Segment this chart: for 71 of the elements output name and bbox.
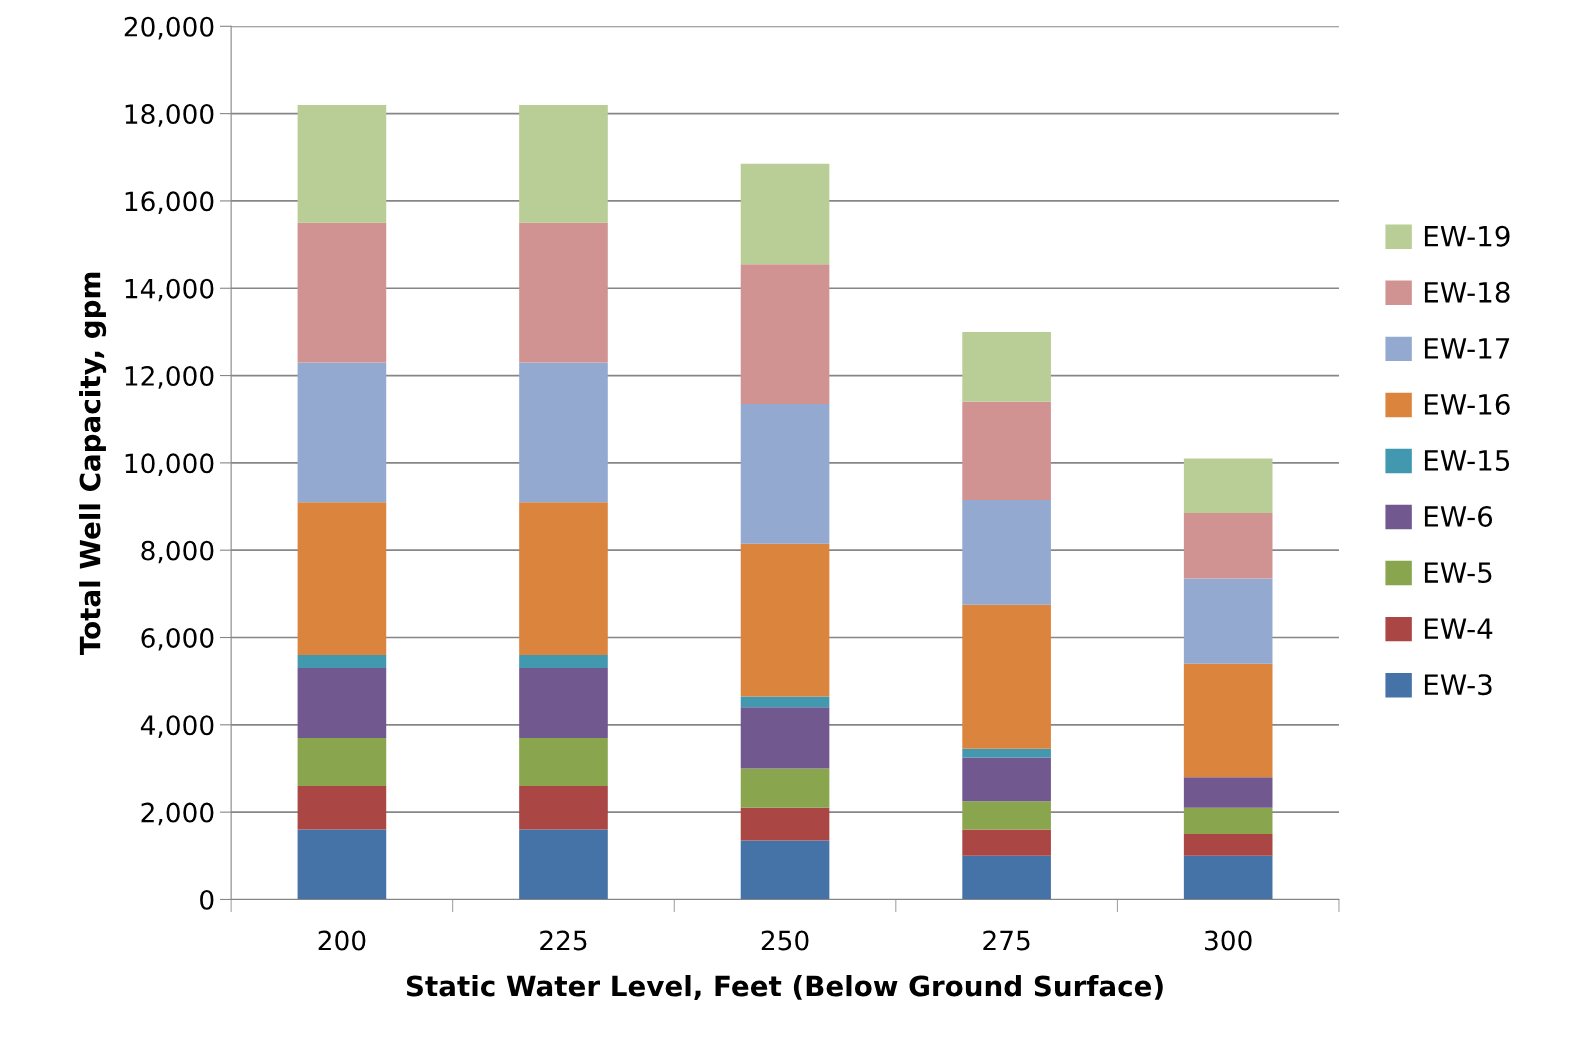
bar <box>962 855 1051 900</box>
bar <box>962 499 1051 605</box>
bar <box>297 668 387 738</box>
x-tick-label: 225 <box>540 930 587 951</box>
bar <box>297 785 387 830</box>
x-axis-title: Static Water Level, Feet (Below Ground Surface) <box>406 975 1163 1001</box>
bar <box>740 403 830 544</box>
bar <box>1183 777 1273 808</box>
y-tick-label: 10,000 <box>125 453 214 476</box>
bar <box>1183 807 1273 834</box>
bar <box>1183 855 1273 900</box>
legend-label: EW-17 <box>1424 338 1510 359</box>
y-tick-label: 18,000 <box>125 104 214 127</box>
bar <box>519 654 608 669</box>
bar <box>297 362 387 503</box>
bar <box>297 104 387 223</box>
x-tick-label: 200 <box>318 930 366 951</box>
bar <box>962 829 1051 856</box>
bar <box>962 757 1051 802</box>
bar <box>1183 513 1273 579</box>
bar <box>740 807 830 841</box>
bar <box>740 543 830 697</box>
bar <box>297 829 387 900</box>
bar <box>1183 833 1273 856</box>
legend-label: EW-15 <box>1424 450 1510 471</box>
bar <box>962 801 1051 830</box>
y-axis-title: Total Well Capacity, gpm <box>79 272 107 656</box>
bar <box>519 502 608 655</box>
bar <box>297 502 387 655</box>
bar <box>519 785 608 830</box>
legend-label: EW-3 <box>1424 674 1492 696</box>
bar <box>740 163 830 265</box>
bar <box>962 331 1051 402</box>
bar <box>1183 578 1273 664</box>
bar <box>519 668 608 738</box>
bar <box>297 654 387 669</box>
y-tick-label: 14,000 <box>125 278 214 302</box>
bar <box>740 840 830 900</box>
y-tick-label: 6,000 <box>141 627 214 651</box>
bar <box>519 362 608 503</box>
bar <box>740 768 830 808</box>
legend-label: EW-16 <box>1424 393 1510 415</box>
bar <box>519 829 608 900</box>
bar <box>519 737 608 786</box>
legend-label: EW-18 <box>1424 281 1510 303</box>
y-tick-label: 4,000 <box>140 715 214 738</box>
bar <box>740 264 830 404</box>
bar <box>519 222 608 363</box>
x-tick-label: 300 <box>1205 930 1252 951</box>
y-tick-label: 20,000 <box>124 16 214 40</box>
y-tick-label: 12,000 <box>125 366 214 389</box>
bar <box>297 737 387 786</box>
x-tick-label: 250 <box>761 930 809 951</box>
bar <box>962 748 1051 758</box>
y-tick-label: 2,000 <box>141 802 214 826</box>
bar <box>740 696 830 708</box>
y-tick-label: 8,000 <box>141 540 214 564</box>
legend-label: EW-19 <box>1424 225 1510 247</box>
legend-label: EW-6 <box>1424 505 1493 527</box>
bar <box>740 707 830 769</box>
bar <box>962 401 1051 500</box>
bar <box>1183 663 1273 778</box>
bar <box>519 104 608 223</box>
y-tick-label: 0 <box>200 889 214 910</box>
bar <box>297 222 387 363</box>
y-tick-label: 16,000 <box>125 191 214 215</box>
bar <box>1183 458 1273 514</box>
bar <box>962 604 1051 749</box>
legend-label: EW-5 <box>1424 562 1492 584</box>
legend-label: EW-4 <box>1424 618 1493 639</box>
x-tick-label: 275 <box>983 930 1030 951</box>
